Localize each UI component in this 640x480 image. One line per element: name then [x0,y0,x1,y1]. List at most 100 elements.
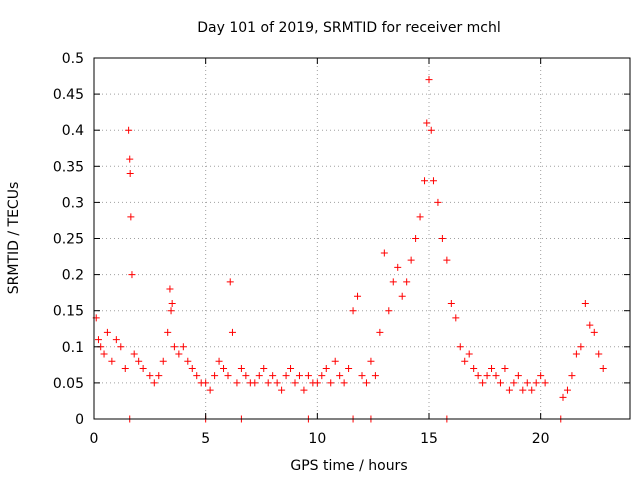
data-point [295,372,303,380]
x-tick-label: 15 [420,431,438,447]
data-point [537,372,545,380]
data-point [523,379,531,387]
data-point [336,372,344,380]
data-point [595,350,603,358]
data-point [416,213,424,221]
data-point [126,170,134,178]
data-point [282,372,290,380]
data-point [331,357,339,365]
data-point [599,364,607,372]
data-points [92,76,607,423]
data-point [184,357,192,365]
data-point [220,364,228,372]
y-tick-label: 0 [75,412,84,428]
data-point [228,328,236,336]
data-point [541,379,549,387]
data-point [128,271,136,279]
data-point [242,372,250,380]
data-point [505,386,513,394]
data-point [581,299,589,307]
data-point [423,119,431,127]
data-point [327,379,335,387]
data-point [389,278,397,286]
data-point [398,292,406,300]
data-point [590,328,598,336]
data-point [273,379,281,387]
data-point [488,364,496,372]
data-point [427,126,435,134]
y-tick-label: 0.45 [53,87,84,103]
data-point [112,336,120,344]
y-tick-label: 0.35 [53,159,84,175]
x-tick-label: 10 [308,431,326,447]
data-point [362,379,370,387]
data-point [519,386,527,394]
grid-lines [94,58,630,419]
data-point [127,213,135,221]
y-axis-label: SRMTID / TECUs [6,182,22,295]
data-point [465,350,473,358]
data-point [425,76,433,84]
data-point [224,372,232,380]
data-point [179,343,187,351]
data-point [470,364,478,372]
data-point [166,285,174,293]
data-point [211,372,219,380]
data-point [155,372,163,380]
data-point [121,364,129,372]
data-point [159,357,167,365]
data-point [501,364,509,372]
y-tick-label: 0.15 [53,304,84,320]
data-point [443,256,451,264]
y-tick-label: 0.5 [62,51,84,67]
y-tick-label: 0.1 [62,340,84,356]
data-point [304,372,312,380]
data-point [260,364,268,372]
data-point [559,393,567,401]
data-point [572,350,580,358]
data-point [474,372,482,380]
data-point [528,386,536,394]
data-point [300,386,308,394]
data-point [479,379,487,387]
data-point [429,177,437,185]
data-point [287,364,295,372]
chart-title: Day 101 of 2019, SRMTID for receiver mch… [197,20,501,36]
data-point [94,336,102,344]
data-point [108,357,116,365]
data-point [264,379,272,387]
data-point [206,386,214,394]
data-point [349,307,357,315]
data-point [514,372,522,380]
data-point [226,278,234,286]
data-point [313,379,321,387]
data-point [345,364,353,372]
data-point [358,372,366,380]
data-point [291,379,299,387]
data-point [483,372,491,380]
data-point [496,379,504,387]
data-point [412,235,420,242]
x-tick-label: 20 [532,431,550,447]
x-tick-label: 0 [90,431,99,447]
data-point [233,379,241,387]
data-point [135,357,143,365]
data-point [175,350,183,358]
data-point [193,372,201,380]
data-point [269,372,277,380]
data-point [367,357,375,365]
data-point [167,307,175,315]
data-point [407,256,415,264]
data-point [278,386,286,394]
data-point [447,299,455,307]
data-point [255,372,263,380]
y-tick-label: 0.05 [53,376,84,392]
data-point [170,343,178,351]
data-point [340,379,348,387]
data-point [100,350,108,358]
data-point [322,364,330,372]
data-point [130,350,138,358]
data-point [103,328,111,336]
data-point [139,364,147,372]
data-point [380,249,388,257]
